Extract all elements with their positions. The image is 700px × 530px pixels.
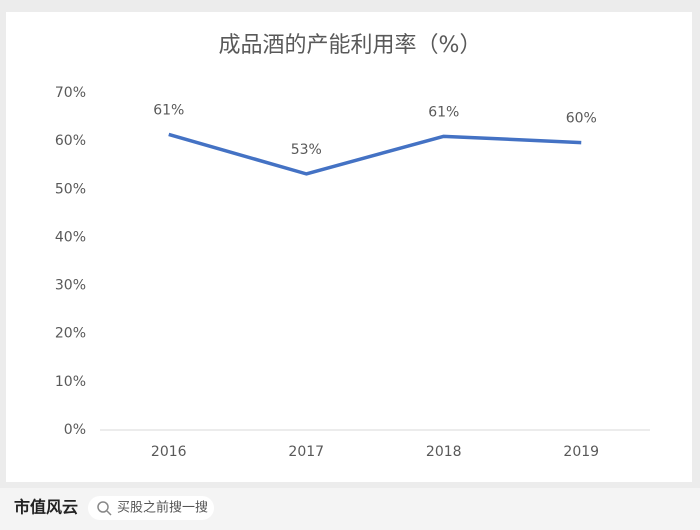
search-text[interactable]: 买股之前搜一搜 <box>117 500 208 516</box>
data-label: 61% <box>153 102 184 118</box>
y-tick-label: 50% <box>55 181 86 197</box>
search-box[interactable] <box>88 496 214 520</box>
data-label: 61% <box>428 104 459 120</box>
data-label: 60% <box>566 111 597 127</box>
x-tick-label: 2019 <box>563 444 599 460</box>
y-tick-label: 30% <box>55 278 86 294</box>
y-tick-label: 70% <box>55 85 86 101</box>
data-label: 53% <box>291 142 322 158</box>
y-tick-label: 60% <box>55 133 86 149</box>
y-tick-label: 40% <box>55 229 86 245</box>
line <box>168 132 582 176</box>
x-tick-label: 2017 <box>288 444 324 460</box>
brand: 市值风云 <box>14 498 78 517</box>
chart-title: 成品酒的产能利用率（%） <box>219 33 482 58</box>
chart-panel <box>6 12 692 482</box>
search-icon-handle <box>106 510 112 516</box>
search-icon <box>97 501 109 513</box>
y-tick-label: 0% <box>64 422 86 438</box>
y-tick-label: 20% <box>55 326 86 342</box>
y-tick-label: 10% <box>55 374 86 390</box>
x-tick-label: 2016 <box>151 444 187 460</box>
x-tick-label: 2018 <box>426 444 462 460</box>
